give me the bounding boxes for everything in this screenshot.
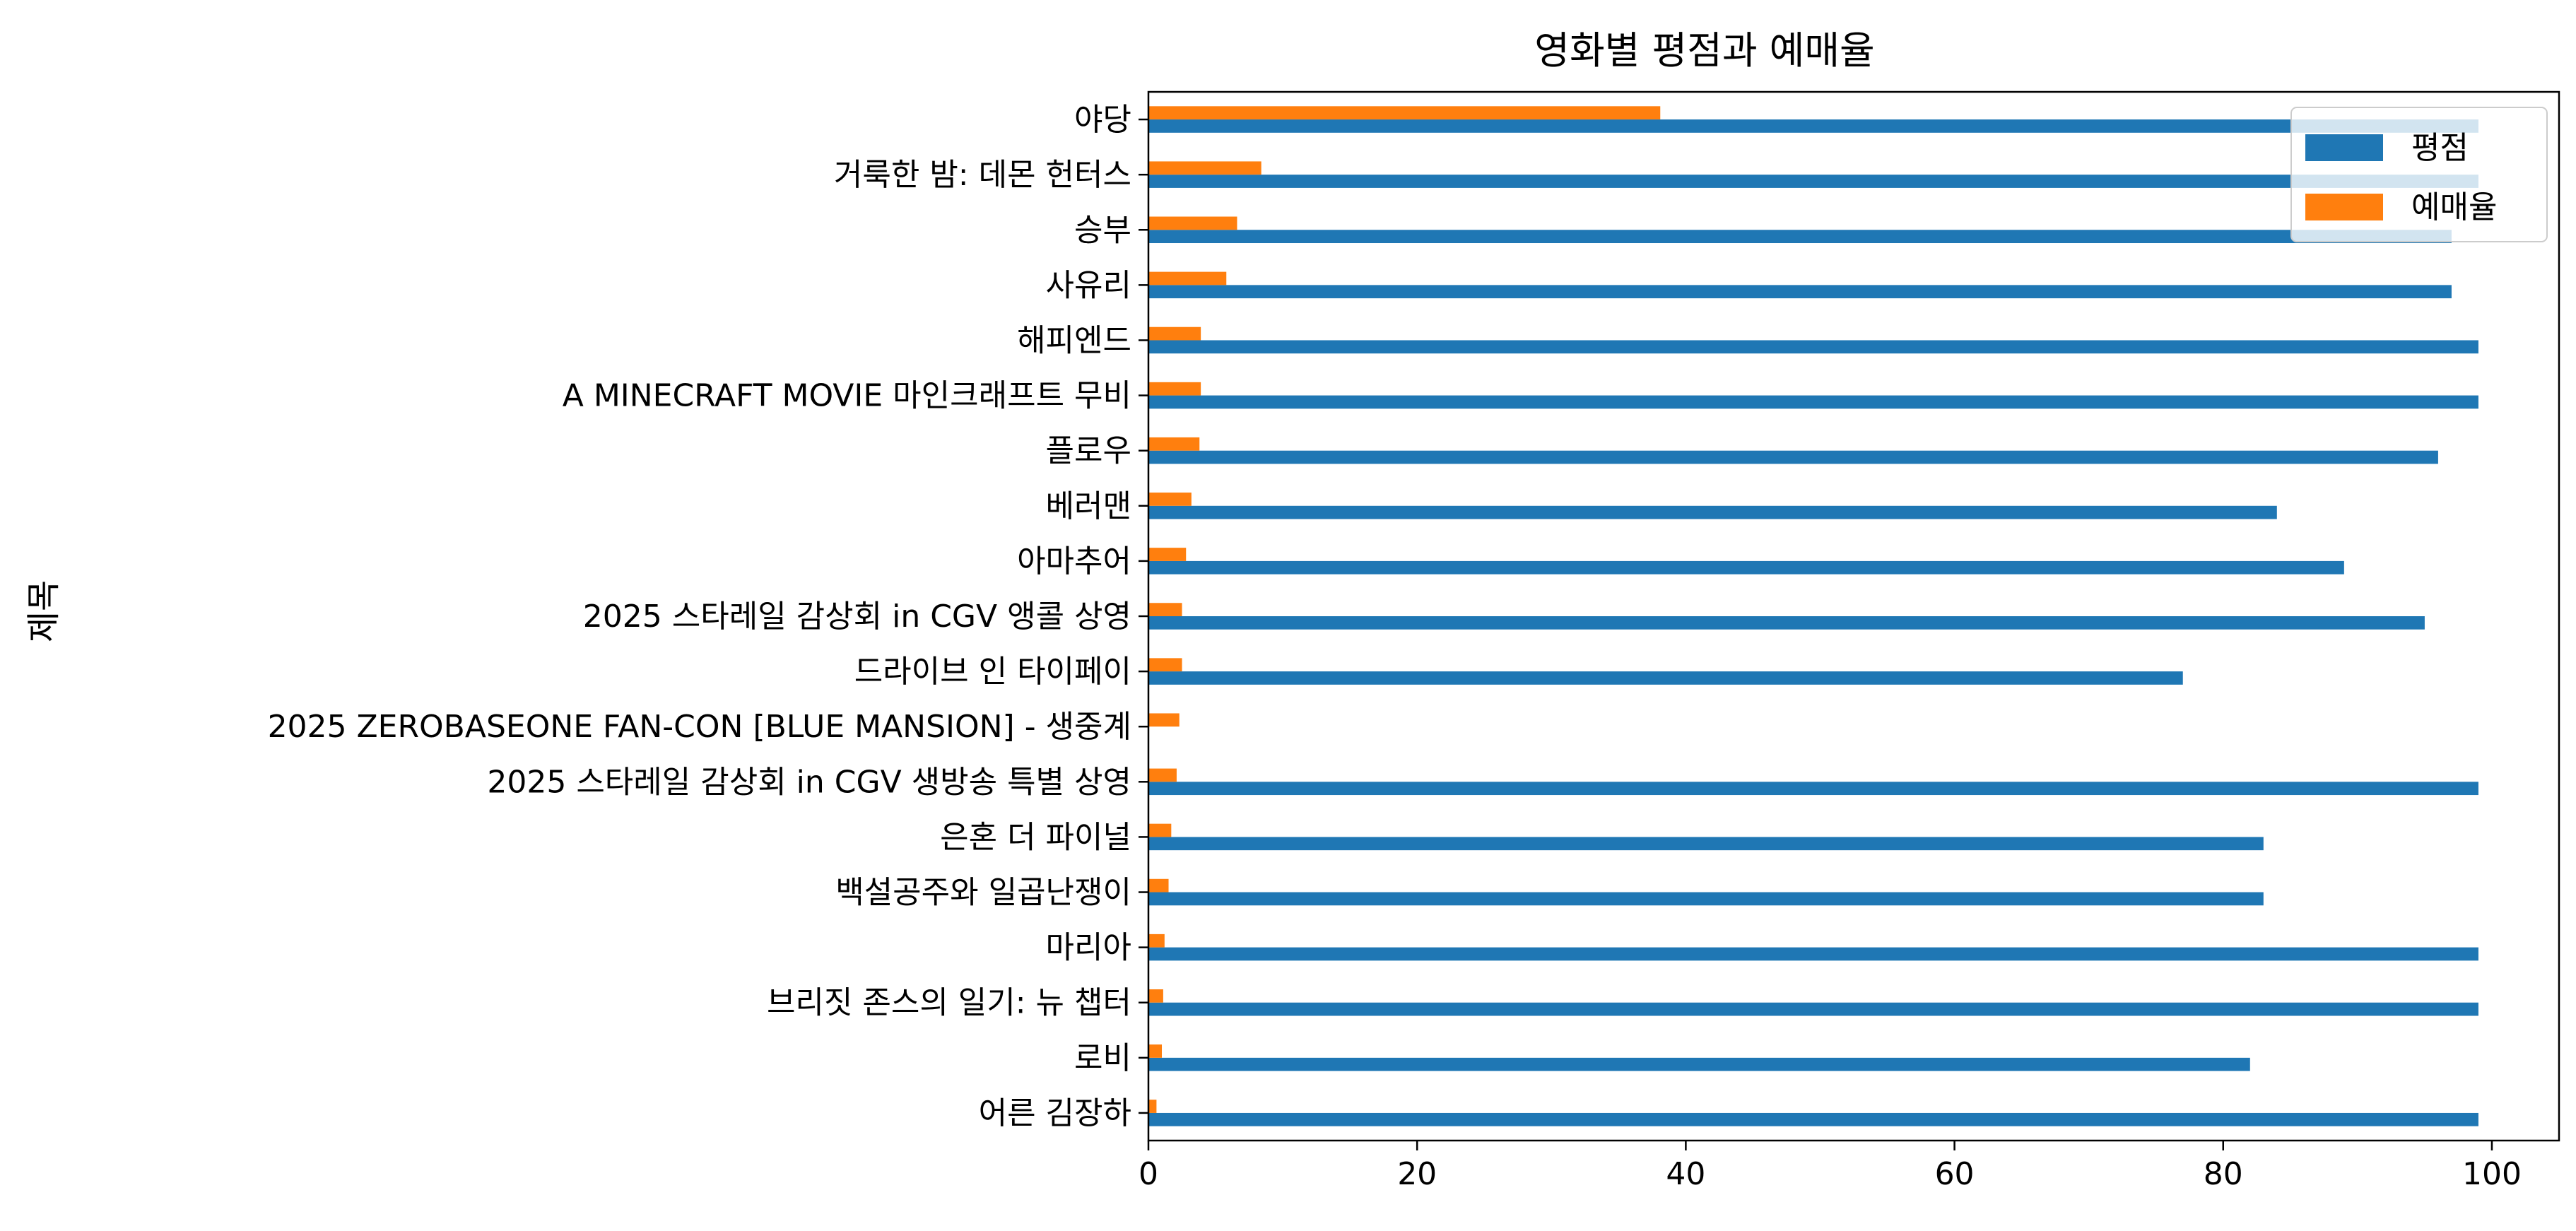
legend-label: 평점 xyxy=(2411,130,2469,166)
bar-booking-2 xyxy=(1148,989,1163,1003)
bar-rating-2 xyxy=(1148,1002,2478,1016)
category-label: 은혼 더 파이널 xyxy=(940,819,1131,855)
bar-booking-11 xyxy=(1148,493,1192,506)
category-labels: 어른 김장하 로비 브리짓 존스의 일기: 뉴 챕터 마리아 백설공주와 일곱난쟁이 은혼… xyxy=(268,102,1148,1131)
legend-label: 예매율 xyxy=(2411,189,2497,225)
x-tick-label: 0 xyxy=(1139,1156,1158,1192)
bar-booking-14 xyxy=(1148,326,1201,341)
category-label: 거룩한 밤: 데몬 헌터스 xyxy=(834,157,1131,193)
bar-rating-18 xyxy=(1148,119,2478,133)
category-label: 사유리 xyxy=(1046,267,1131,303)
category-label: 야당 xyxy=(1074,102,1131,138)
category-label: 아마추어 xyxy=(1017,543,1131,579)
category-label: 로비 xyxy=(1074,1040,1131,1076)
bar-booking-17 xyxy=(1148,161,1261,175)
x-tick-label: 40 xyxy=(1666,1156,1705,1192)
bar-rating-6 xyxy=(1148,782,2478,796)
bar-rating-11 xyxy=(1148,505,2277,519)
category-label: 2025 스타레일 감상회 in CGV 앵콜 상영 xyxy=(583,599,1131,635)
category-label: 2025 스타레일 감상회 in CGV 생방송 특별 상영 xyxy=(487,764,1131,800)
bar-rating-10 xyxy=(1148,560,2344,575)
bar-rating-3 xyxy=(1148,947,2478,961)
x-tick-label: 100 xyxy=(2462,1156,2522,1192)
legend-swatch xyxy=(2305,194,2383,220)
bar-rating-12 xyxy=(1148,450,2438,464)
category-label: 드라이브 인 타이페이 xyxy=(854,654,1131,690)
bar-booking-9 xyxy=(1148,603,1182,616)
bar-booking-10 xyxy=(1148,548,1187,561)
category-label: 플로우 xyxy=(1046,433,1131,469)
bar-booking-0 xyxy=(1148,1100,1157,1113)
bar-rating-9 xyxy=(1148,616,2425,630)
bar-booking-13 xyxy=(1148,382,1201,396)
bar-booking-16 xyxy=(1148,216,1237,230)
category-label: 마리아 xyxy=(1046,930,1131,966)
bar-rating-14 xyxy=(1148,340,2478,354)
bar-rating-5 xyxy=(1148,837,2264,851)
legend-swatch xyxy=(2305,134,2383,161)
category-label: 백설공주와 일곱난쟁이 xyxy=(835,875,1131,911)
bar-booking-4 xyxy=(1148,878,1169,893)
x-tick-label: 80 xyxy=(2204,1156,2243,1192)
bar-rating-0 xyxy=(1148,1112,2478,1126)
bars-layer xyxy=(1148,106,2478,1126)
category-label: 브리짓 존스의 일기: 뉴 챕터 xyxy=(767,985,1131,1021)
bar-booking-15 xyxy=(1148,271,1227,285)
category-label: 베러맨 xyxy=(1046,488,1131,524)
bar-booking-3 xyxy=(1148,933,1165,948)
bar-rating-17 xyxy=(1148,175,2478,188)
category-label: A MINECRAFT MOVIE 마인크래프트 무비 xyxy=(563,378,1131,414)
bar-booking-7 xyxy=(1148,713,1180,727)
bar-rating-4 xyxy=(1148,892,2264,906)
y-axis-label: 제목 xyxy=(24,580,64,642)
x-tick-label: 60 xyxy=(1935,1156,1975,1192)
bar-rating-15 xyxy=(1148,285,2452,299)
x-axis-ticks: 0 20 40 60 80 100 xyxy=(1139,1141,2522,1192)
bar-booking-6 xyxy=(1148,768,1177,782)
plot-frame xyxy=(1147,90,2560,1142)
bar-rating-8 xyxy=(1148,671,2183,685)
category-label: 2025 ZEROBASEONE FAN-CON [BLUE MANSION] … xyxy=(268,709,1131,745)
category-label: 승부 xyxy=(1074,212,1131,248)
bar-booking-1 xyxy=(1148,1044,1163,1058)
bar-booking-12 xyxy=(1148,437,1200,451)
bar-booking-5 xyxy=(1148,823,1172,837)
bar-booking-8 xyxy=(1148,658,1182,672)
x-tick-label: 20 xyxy=(1397,1156,1437,1192)
bar-rating-13 xyxy=(1148,395,2478,409)
chart-title: 영화별 평점과 예매율 xyxy=(1534,28,1874,73)
bar-booking-18 xyxy=(1148,106,1661,120)
category-label: 해피엔드 xyxy=(1017,322,1131,358)
category-label: 어른 김장하 xyxy=(979,1095,1131,1131)
bar-rating-16 xyxy=(1148,230,2452,244)
bar-rating-1 xyxy=(1148,1057,2250,1071)
